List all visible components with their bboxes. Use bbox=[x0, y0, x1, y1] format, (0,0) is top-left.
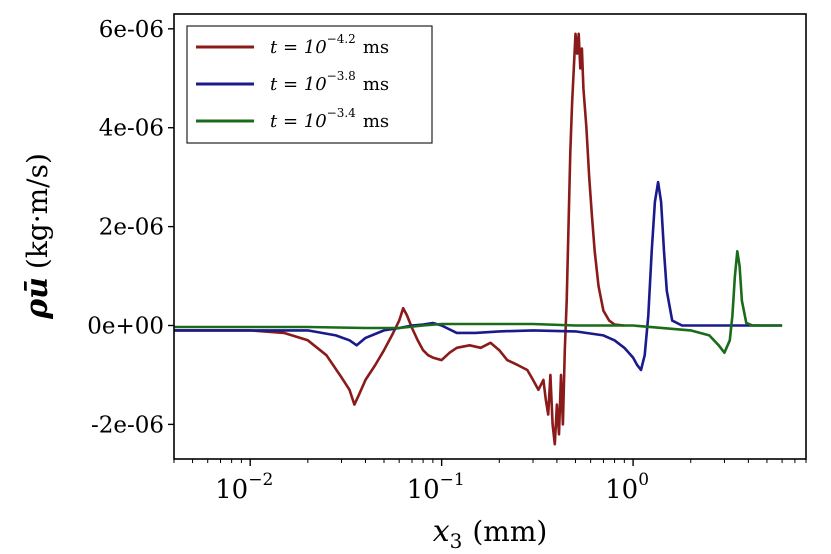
y-tick-label: 2e-06 bbox=[99, 215, 164, 241]
legend-suffix-1: ms bbox=[363, 37, 389, 58]
legend-label-series-1: t = 10−4.2 ms bbox=[270, 32, 389, 58]
series-line-1 bbox=[174, 32, 625, 446]
legend-label-series-3: t = 10−3.4 ms bbox=[270, 106, 389, 132]
y-tick-label: 6e-06 bbox=[99, 17, 164, 43]
legend-prefix-1: t = 10 bbox=[270, 37, 327, 58]
y-axis: -2e-06 0e+00 2e-06 4e-06 6e-06 bbox=[87, 17, 174, 438]
legend: t = 10−4.2 ms t = 10−3.8 ms t = 10−3.4 ms bbox=[186, 25, 433, 144]
legend-exp-3: −3.4 bbox=[327, 106, 357, 120]
legend-prefix-2: t = 10 bbox=[270, 74, 327, 95]
y-axis-title: ρū (kg·m/s) bbox=[20, 153, 55, 320]
x-axis-title: x3 (mm) bbox=[433, 514, 548, 553]
x-tick-label: 100 bbox=[605, 470, 649, 505]
x-axis-subscript: 3 bbox=[450, 529, 463, 553]
plot-frame bbox=[173, 13, 807, 460]
y-tick-label: 0e+00 bbox=[87, 314, 164, 340]
y-axis-symbol: ρū bbox=[20, 277, 55, 320]
x-axis-unit: (mm) bbox=[472, 515, 547, 548]
legend-exp-2: −3.8 bbox=[327, 69, 356, 83]
legend-suffix-3: ms bbox=[363, 111, 389, 132]
series-line-3 bbox=[174, 250, 783, 354]
x-tick-label: 10−2 bbox=[215, 470, 273, 505]
legend-label-series-2: t = 10−3.8 ms bbox=[270, 69, 389, 95]
x-axis-symbol: x bbox=[433, 514, 450, 549]
legend-prefix-3: t = 10 bbox=[270, 111, 327, 132]
x-axis: 10−2 10−1 100 bbox=[173, 459, 807, 505]
legend-exp-1: −4.2 bbox=[327, 32, 356, 46]
x-tick-label: 10−1 bbox=[407, 470, 465, 505]
legend-suffix-2: ms bbox=[363, 74, 389, 95]
series-layer bbox=[174, 32, 783, 446]
y-axis-unit: (kg·m/s) bbox=[21, 153, 54, 269]
y-tick-label: -2e-06 bbox=[91, 412, 164, 438]
series-line-2 bbox=[174, 180, 783, 372]
y-tick-label: 4e-06 bbox=[99, 116, 164, 142]
